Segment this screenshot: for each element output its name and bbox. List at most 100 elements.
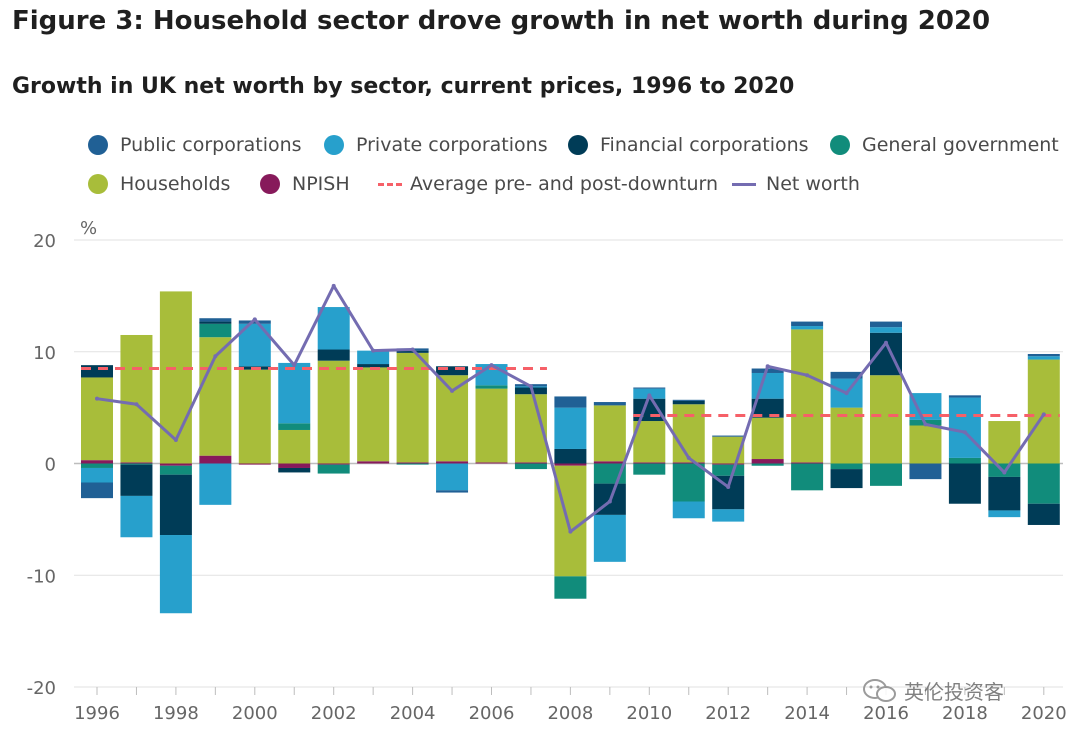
y-axis-unit: % <box>80 218 97 239</box>
x-tick-label: 2010 <box>626 703 672 724</box>
bar-segment-private-2001 <box>278 362 311 424</box>
net-worth-point-2016 <box>884 340 888 345</box>
bar-segment-private-2012 <box>712 509 745 522</box>
y-tick-label: 0 <box>45 455 56 476</box>
bar-segment-households-2020 <box>1027 359 1060 464</box>
net-worth-point-2020 <box>1041 412 1046 417</box>
legend-label: Average pre- and post-downturn <box>410 173 719 195</box>
net-worth-point-1999 <box>213 354 218 359</box>
bar-segment-public-2017 <box>909 463 942 480</box>
bar-segment-households-2006 <box>475 388 508 463</box>
bar-segment-financial-2008 <box>554 448 587 464</box>
bar-segment-private-1996 <box>81 467 113 483</box>
net-worth-point-2015 <box>844 391 849 396</box>
bar-segment-private-2016 <box>870 327 902 333</box>
bar-segment-public-2009 <box>593 402 626 406</box>
legend-label: Financial corporations <box>600 134 809 156</box>
bar-segment-npish-2012 <box>712 463 745 465</box>
bar-segment-npish-2006 <box>475 462 508 464</box>
legend-swatch-government <box>830 135 850 155</box>
bar-segment-government-2016 <box>870 463 902 486</box>
y-tick-label: 10 <box>33 343 56 364</box>
bar-segment-households-2003 <box>357 367 390 462</box>
x-tick-label: 2014 <box>784 703 830 724</box>
net-worth-point-2004 <box>410 347 415 352</box>
bar-segment-public-1996 <box>81 482 113 499</box>
chart-subtitle: Growth in UK net worth by sector, curren… <box>12 74 795 99</box>
bar-segment-financial-2002 <box>317 349 350 361</box>
bar-segment-npish-2008 <box>554 463 587 466</box>
legend-label: Net worth <box>766 173 860 195</box>
bar-segment-npish-2010 <box>633 462 666 464</box>
net-worth-point-1997 <box>134 402 139 407</box>
bar-segment-government-1999 <box>199 323 232 338</box>
x-tick-label: 2006 <box>469 703 515 724</box>
bar-segment-npish-2003 <box>357 461 390 464</box>
y-tick-label: -10 <box>27 566 56 587</box>
bar-segment-npish-2009 <box>593 461 626 464</box>
bar-segment-npish-2002 <box>317 463 350 465</box>
bar-segment-public-2010 <box>633 387 666 389</box>
x-tick-label: 2016 <box>863 703 909 724</box>
bar-segment-households-2001 <box>278 429 311 464</box>
bar-segment-financial-2019 <box>988 476 1021 511</box>
bar-segment-government-2001 <box>278 423 311 430</box>
legend-swatch-private <box>324 135 344 155</box>
bar-segment-financial-2003 <box>357 364 390 368</box>
bar-segment-government-2010 <box>633 463 666 475</box>
net-worth-point-2009 <box>607 499 612 504</box>
bar-segment-npish-2000 <box>238 463 271 465</box>
bar-segment-public-2011 <box>672 399 705 401</box>
bar-segment-households-2017 <box>909 425 942 464</box>
net-worth-point-2017 <box>923 422 928 427</box>
net-worth-point-2006 <box>489 363 494 368</box>
figure-title: Figure 3: Household sector drove growth … <box>12 6 991 36</box>
bar-segment-public-2008 <box>554 396 587 408</box>
bar-segment-government-2002 <box>317 464 350 474</box>
legend-label: Households <box>120 173 231 195</box>
bar-segment-private-1998 <box>159 535 192 614</box>
net-worth-point-2002 <box>331 283 336 288</box>
bars <box>81 291 1060 614</box>
net-worth-point-2010 <box>647 393 652 398</box>
bar-segment-private-2005 <box>436 463 469 491</box>
legend-swatch-average <box>378 182 402 186</box>
legend-item-private-corporations: Private corporations <box>324 134 548 156</box>
bar-segment-households-2008 <box>554 465 587 577</box>
legend-item-net-worth: Net worth <box>732 173 860 195</box>
bar-segment-government-1998 <box>159 465 192 475</box>
wechat-icon <box>863 678 896 702</box>
legend-swatch-npish <box>260 174 280 194</box>
bar-segment-public-2018 <box>948 395 981 398</box>
legend-item-public-corporations: Public corporations <box>88 134 302 156</box>
bar-segment-private-2014 <box>791 326 824 330</box>
bar-segment-households-2000 <box>238 369 271 464</box>
bar-segment-households-2011 <box>672 404 705 463</box>
bar-segment-public-1999 <box>199 318 232 322</box>
legend-swatch-net-worth <box>732 182 756 186</box>
bar-segment-households-2009 <box>593 405 626 462</box>
bar-segment-financial-1998 <box>159 474 192 536</box>
bar-segment-npish-2001 <box>278 463 311 468</box>
watermark-text: 英伦投资客 <box>904 680 1004 704</box>
bar-segment-private-2009 <box>593 514 626 562</box>
bar-segment-private-2020 <box>1027 356 1060 360</box>
bar-segment-npish-2014 <box>791 462 824 464</box>
net-worth-point-2000 <box>252 317 257 322</box>
bar-segment-public-2005 <box>436 490 469 493</box>
legend-swatch-public <box>88 135 108 155</box>
bar-segment-government-2004 <box>396 463 429 465</box>
net-worth-point-2012 <box>726 484 731 489</box>
bar-segment-households-2005 <box>436 375 469 462</box>
bar-segment-government-2006 <box>475 385 508 389</box>
bar-segment-government-2013 <box>751 463 784 466</box>
bar-segment-private-2019 <box>988 510 1021 518</box>
bar-segment-private-2011 <box>672 501 705 519</box>
bar-segment-government-1996 <box>81 463 113 468</box>
bar-segment-financial-2005 <box>436 366 469 376</box>
net-worth-point-2019 <box>1002 470 1007 475</box>
bar-segment-npish-2004 <box>396 462 429 464</box>
legend-label: NPISH <box>292 173 350 195</box>
net-worth-line-group <box>95 283 1046 534</box>
